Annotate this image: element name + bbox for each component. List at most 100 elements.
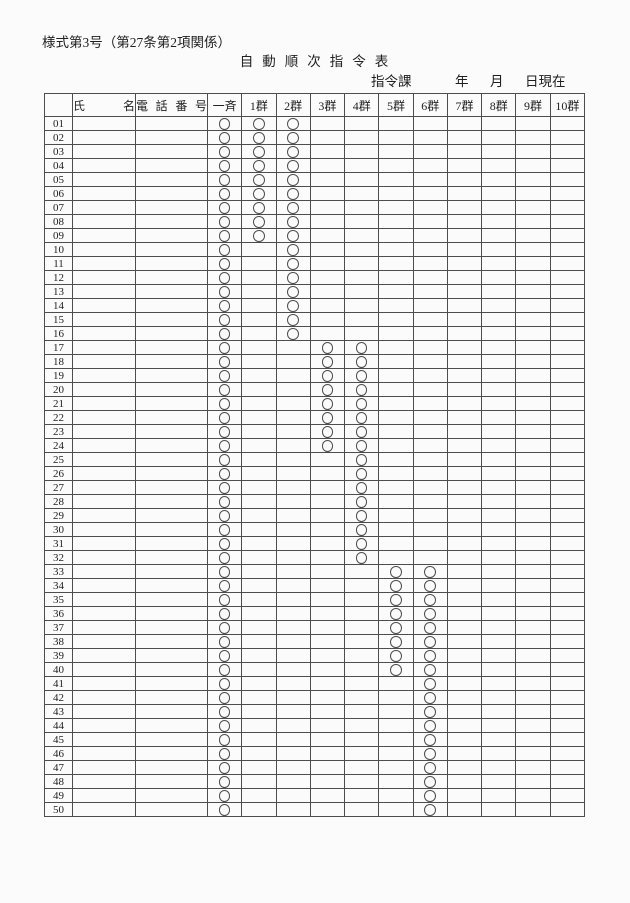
blank-cell (515, 200, 551, 215)
blank-cell (275, 676, 311, 691)
blank-cell (378, 256, 414, 271)
blank-cell (241, 242, 277, 257)
blank-cell (241, 704, 277, 719)
mark-cell (344, 522, 380, 537)
blank-cell (344, 116, 380, 131)
table-row: 35 (44, 592, 586, 607)
page-title: 自動順次指令表 (239, 54, 398, 69)
blank-cell (378, 746, 414, 761)
circle-mark-icon (218, 551, 231, 564)
blank-cell (515, 676, 551, 691)
mark-cell (412, 606, 448, 621)
phone-cell (135, 746, 208, 761)
blank-cell (309, 564, 346, 579)
mark-cell (275, 200, 311, 215)
blank-cell (412, 410, 448, 425)
column-header-phone: 電話番号 (135, 93, 208, 117)
phone-cell (135, 522, 208, 537)
blank-cell (378, 116, 414, 131)
name-cell (72, 746, 136, 761)
name-cell (72, 326, 136, 341)
blank-cell (446, 802, 483, 817)
blank-cell (309, 200, 346, 215)
mark-cell (206, 396, 243, 411)
circle-mark-icon (218, 397, 231, 410)
row-number-cell: 18 (44, 354, 73, 369)
mark-cell (412, 648, 448, 663)
blank-cell (241, 606, 277, 621)
name-cell (72, 536, 136, 551)
table-row: 41 (44, 676, 586, 691)
blank-cell (481, 550, 517, 565)
blank-cell (241, 788, 277, 803)
mark-cell (412, 802, 448, 817)
phone-cell (135, 774, 208, 789)
mark-cell (206, 620, 243, 635)
mark-cell (378, 634, 414, 649)
blank-cell (481, 676, 517, 691)
blank-cell (481, 620, 517, 635)
mark-cell (344, 466, 380, 481)
blank-cell (549, 452, 586, 467)
blank-cell (515, 760, 551, 775)
blank-cell (515, 130, 551, 145)
name-cell (72, 480, 136, 495)
blank-cell (446, 550, 483, 565)
circle-mark-icon (287, 117, 299, 130)
blank-cell (446, 788, 483, 803)
circle-mark-icon (321, 369, 334, 382)
blank-cell (481, 256, 517, 271)
mark-cell (275, 186, 311, 201)
blank-cell (412, 186, 448, 201)
blank-cell (378, 704, 414, 719)
mark-cell (206, 130, 243, 145)
table-row: 32 (44, 550, 586, 565)
row-number-cell: 20 (44, 382, 73, 397)
row-number-cell: 37 (44, 620, 73, 635)
blank-cell (446, 214, 483, 229)
circle-mark-icon (218, 565, 231, 578)
name-cell (72, 494, 136, 509)
blank-cell (446, 228, 483, 243)
blank-cell (549, 340, 586, 355)
phone-cell (135, 648, 208, 663)
circle-mark-icon (355, 355, 368, 368)
circle-mark-icon (321, 355, 334, 368)
blank-cell (344, 662, 380, 677)
blank-cell (549, 466, 586, 481)
blank-cell (515, 522, 551, 537)
mark-cell (412, 690, 448, 705)
blank-cell (309, 634, 346, 649)
name-cell (72, 214, 136, 229)
row-number-cell: 19 (44, 368, 73, 383)
name-cell (72, 396, 136, 411)
mark-cell (206, 508, 243, 523)
blank-cell (515, 438, 551, 453)
mark-cell (275, 284, 311, 299)
name-cell (72, 340, 136, 355)
mark-cell (241, 130, 277, 145)
mark-cell (412, 774, 448, 789)
blank-cell (549, 536, 586, 551)
row-number-cell: 46 (44, 746, 73, 761)
mark-cell (206, 298, 243, 313)
table-row: 34 (44, 578, 586, 593)
blank-cell (309, 214, 346, 229)
circle-mark-icon (218, 327, 231, 340)
name-cell (72, 186, 136, 201)
blank-cell (549, 578, 586, 593)
table-row: 21 (44, 396, 586, 411)
phone-cell (135, 396, 208, 411)
blank-cell (481, 690, 517, 705)
blank-cell (378, 368, 414, 383)
blank-cell (446, 186, 483, 201)
blank-cell (549, 662, 586, 677)
blank-cell (275, 732, 311, 747)
blank-cell (481, 368, 517, 383)
circle-mark-icon (253, 131, 265, 144)
mark-cell (206, 592, 243, 607)
circle-mark-icon (287, 327, 299, 340)
blank-cell (241, 466, 277, 481)
phone-cell (135, 634, 208, 649)
blank-cell (344, 746, 380, 761)
